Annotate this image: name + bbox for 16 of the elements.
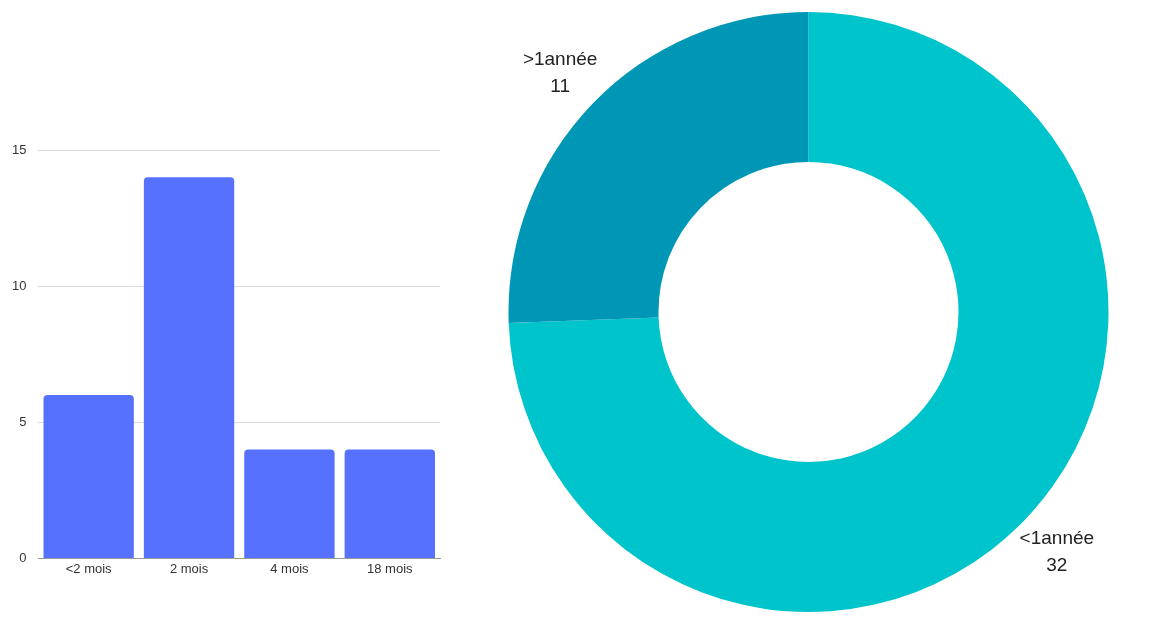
y-tick-label: 10 bbox=[11, 277, 27, 293]
x-tick-label: 4 mois bbox=[270, 560, 310, 576]
bar bbox=[244, 449, 335, 558]
x-tick-label: 18 mois bbox=[367, 560, 414, 576]
x-tick-label: 2 mois bbox=[169, 560, 209, 576]
bar bbox=[43, 395, 134, 558]
bar bbox=[143, 177, 235, 558]
x-tick-label: <2 mois bbox=[65, 560, 113, 576]
y-tick-label: 5 bbox=[19, 413, 27, 429]
data-label: 32 bbox=[1046, 553, 1068, 575]
data-label: 11 bbox=[550, 74, 570, 96]
y-tick-label: 15 bbox=[11, 141, 27, 157]
bar bbox=[344, 449, 435, 558]
slice-label: >1année bbox=[522, 47, 598, 69]
slice-label: <1année bbox=[1019, 526, 1095, 548]
y-tick-label: 0 bbox=[19, 549, 27, 565]
